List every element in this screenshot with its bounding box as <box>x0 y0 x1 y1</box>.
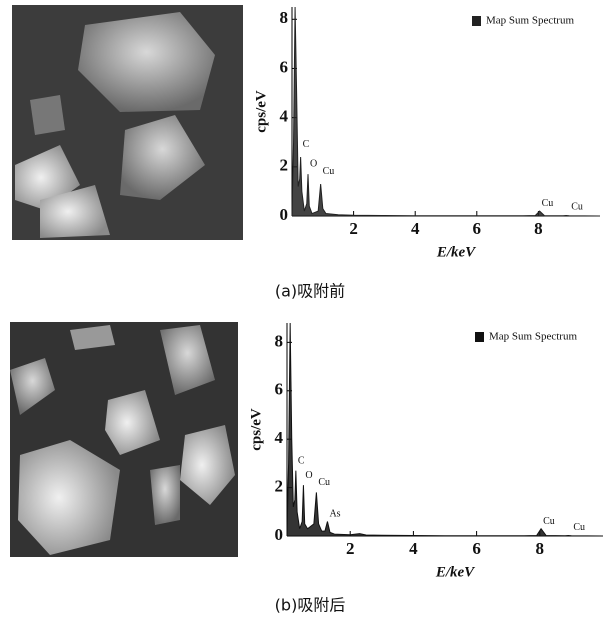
x-tick-label: 4 <box>409 539 418 558</box>
legend-swatch <box>475 332 484 342</box>
peak-label: Cu <box>542 198 554 209</box>
spectrum-line <box>287 323 603 536</box>
peak-label: Cu <box>323 166 335 177</box>
spectrum-line <box>292 7 600 216</box>
x-tick-label: 6 <box>472 539 481 558</box>
peak-label: Cu <box>543 516 555 527</box>
peak-label: As <box>329 509 340 520</box>
x-axis-label: E/keV <box>435 564 476 580</box>
peak-label: O <box>305 470 312 481</box>
y-tick-label: 2 <box>275 476 284 495</box>
peak-label: O <box>310 159 317 170</box>
x-tick-label: 2 <box>346 539 355 558</box>
legend-label: Map Sum Spectrum <box>489 331 577 343</box>
x-tick-label: 6 <box>473 219 482 238</box>
y-tick-label: 0 <box>275 525 284 544</box>
y-tick-label: 2 <box>280 156 289 175</box>
x-tick-label: 8 <box>534 219 543 238</box>
legend-swatch <box>472 16 481 26</box>
x-tick-label: 8 <box>536 539 545 558</box>
page: 246802468Map Sum SpectrumCOCuCuCuE/keVcp… <box>0 0 616 620</box>
y-tick-label: 4 <box>275 428 284 447</box>
peak-label: Cu <box>318 477 330 488</box>
y-tick-label: 6 <box>275 380 284 399</box>
peak-label: Cu <box>573 522 585 533</box>
y-tick-label: 6 <box>280 57 289 76</box>
y-axis-label: cps/eV <box>253 90 269 133</box>
caption: (a)吸附前 <box>275 282 345 301</box>
y-tick-label: 8 <box>280 8 289 27</box>
y-tick-label: 0 <box>280 205 289 224</box>
figure: 246802468Map Sum SpectrumCOCuCuCuE/keVcp… <box>0 0 616 620</box>
y-axis-label: cps/eV <box>248 408 264 451</box>
peak-label: Cu <box>571 202 583 213</box>
y-tick-label: 8 <box>275 331 284 350</box>
sem-image-a <box>12 5 243 240</box>
legend-label: Map Sum Spectrum <box>486 15 574 27</box>
sem-image-b <box>10 322 238 557</box>
caption: (b)吸附后 <box>275 596 346 615</box>
peak-label: C <box>298 455 305 466</box>
y-tick-label: 4 <box>280 107 289 126</box>
x-tick-label: 4 <box>411 219 420 238</box>
x-axis-label: E/keV <box>436 244 477 260</box>
peak-label: C <box>303 139 310 150</box>
x-tick-label: 2 <box>349 219 358 238</box>
